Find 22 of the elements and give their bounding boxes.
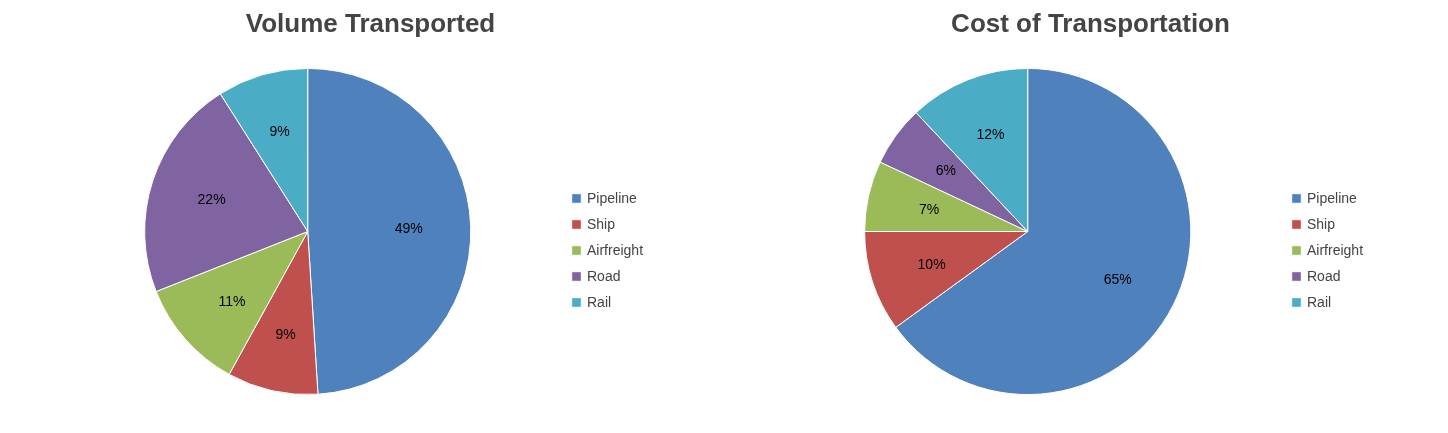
legend-label: Rail [1307,294,1332,310]
legend-label: Rail [587,294,612,310]
legend-label: Road [1307,268,1341,284]
data-label: 9% [275,325,296,342]
data-label: 22% [197,191,226,208]
legend-label: Airfreight [1307,242,1364,258]
data-label: 49% [394,220,423,237]
legend-label: Road [587,268,621,284]
data-label: 12% [976,126,1005,143]
legend-label: Ship [587,216,616,232]
legend-label: Airfreight [587,242,644,258]
legend-label: Pipeline [587,190,637,206]
legend-label: Ship [1307,216,1336,232]
data-label: 65% [1103,271,1132,287]
data-label: 6% [935,162,957,178]
data-label: 10% [917,255,946,272]
data-label: 7% [918,200,940,217]
legend-label: Pipeline [1307,190,1357,206]
data-label: 11% [218,292,246,309]
data-label: 9% [269,123,290,140]
chart-title: Cost of Transportation [951,7,1230,38]
chart-title: Volume Transported [245,7,496,38]
